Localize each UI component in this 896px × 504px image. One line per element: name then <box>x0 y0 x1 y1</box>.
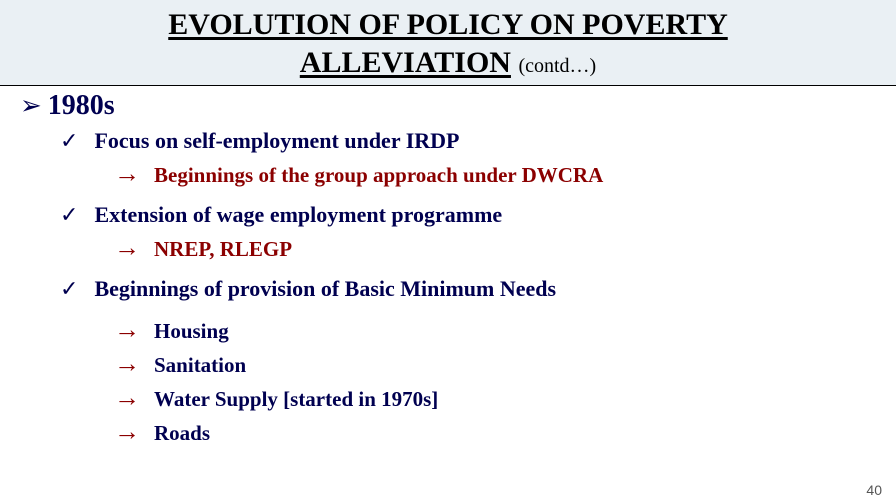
sub-bullet-item: → NREP, RLEGP <box>114 234 876 262</box>
decade-heading: ➢ 1980s <box>20 90 876 122</box>
slide-content: ➢ 1980s ✓ Focus on self-employment under… <box>0 86 896 446</box>
sub-bullet-item: → Water Supply [started in 1970s] <box>114 384 876 412</box>
bullet-text: Beginnings of provision of Basic Minimum… <box>94 276 556 302</box>
title-line1: EVOLUTION OF POLICY ON POVERTY <box>168 8 728 41</box>
page-number: 40 <box>866 482 882 498</box>
bullet-text: Extension of wage employment programme <box>94 202 502 228</box>
check-icon: ✓ <box>60 128 78 154</box>
title-contd: (contd…) <box>518 55 596 77</box>
sub-bullet-text: NREP, RLEGP <box>154 237 292 262</box>
bullet-text: Focus on self-employment under IRDP <box>94 128 459 154</box>
arrow-right-icon: → <box>114 234 140 260</box>
arrow-right-icon: → <box>114 316 140 342</box>
arrow-bullet-icon: ➢ <box>20 90 42 121</box>
sub-bullet-text: Water Supply [started in 1970s] <box>154 387 438 412</box>
sub-bullet-item: → Roads <box>114 418 876 446</box>
bullet-item: ✓ Beginnings of provision of Basic Minim… <box>60 276 876 302</box>
bullet-item: ✓ Focus on self-employment under IRDP <box>60 128 876 154</box>
slide-header: EVOLUTION OF POLICY ON POVERTY ALLEVIATI… <box>0 0 896 86</box>
arrow-right-icon: → <box>114 418 140 444</box>
arrow-right-icon: → <box>114 350 140 376</box>
sub-bullet-text: Sanitation <box>154 353 246 378</box>
sub-bullet-text: Beginnings of the group approach under D… <box>154 163 603 188</box>
decade-text: 1980s <box>48 90 115 122</box>
sub-bullet-item: → Sanitation <box>114 350 876 378</box>
arrow-right-icon: → <box>114 160 140 186</box>
sub-bullet-text: Roads <box>154 421 210 446</box>
title-line2: ALLEVIATION <box>300 46 511 79</box>
sub-bullet-item: → Beginnings of the group approach under… <box>114 160 876 188</box>
bullet-item: ✓ Extension of wage employment programme <box>60 202 876 228</box>
sub-bullet-text: Housing <box>154 319 229 344</box>
check-icon: ✓ <box>60 276 78 302</box>
slide-title: EVOLUTION OF POLICY ON POVERTY ALLEVIATI… <box>10 6 886 81</box>
sub-bullet-item: → Housing <box>114 316 876 344</box>
check-icon: ✓ <box>60 202 78 228</box>
arrow-right-icon: → <box>114 384 140 410</box>
